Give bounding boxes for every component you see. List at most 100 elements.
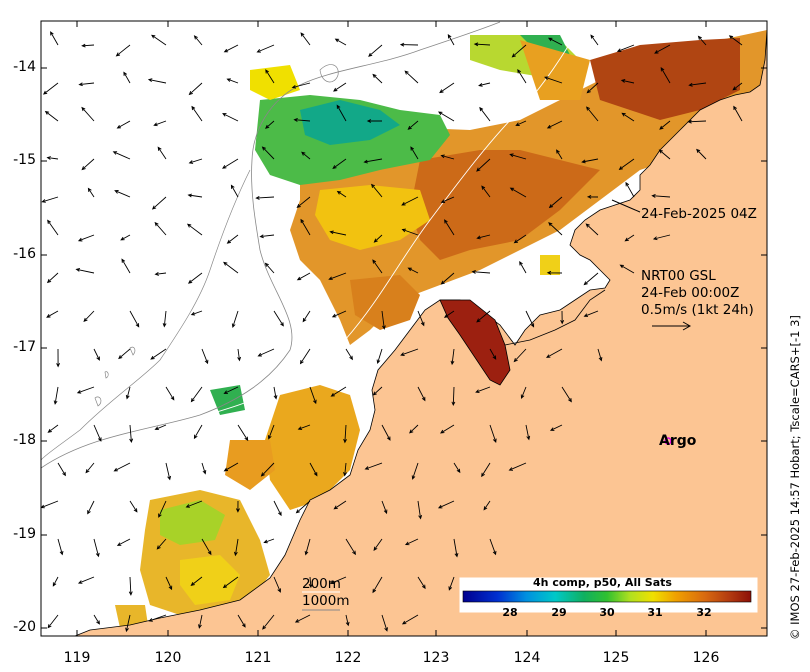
current-arrow bbox=[404, 538, 419, 546]
current-arrow bbox=[438, 111, 455, 122]
current-arrow bbox=[300, 218, 311, 236]
current-arrow bbox=[590, 34, 599, 46]
current-arrow bbox=[46, 272, 59, 284]
current-arrow bbox=[47, 424, 59, 433]
current-arrow bbox=[437, 500, 455, 509]
current-arrow bbox=[440, 424, 455, 434]
current-arrow bbox=[546, 120, 563, 129]
image-date-label: 24-Feb-2025 04Z bbox=[641, 206, 757, 222]
current-arrow bbox=[345, 614, 350, 627]
current-arrow bbox=[190, 386, 203, 403]
current-arrow bbox=[255, 196, 275, 200]
current-arrow bbox=[401, 614, 419, 625]
current-arrow bbox=[381, 424, 391, 441]
current-arrow bbox=[453, 462, 461, 474]
y-tick-label: -16 bbox=[13, 246, 36, 262]
current-arrow bbox=[296, 196, 311, 208]
current-arrow bbox=[417, 386, 426, 402]
current-arrow bbox=[475, 386, 491, 394]
current-arrow bbox=[41, 196, 59, 203]
plot-frame bbox=[40, 20, 768, 637]
current-arrow bbox=[150, 348, 167, 360]
current-arrow bbox=[123, 71, 131, 84]
current-arrow bbox=[151, 34, 167, 46]
current-arrow bbox=[489, 348, 497, 360]
x-tick-label: 125 bbox=[602, 650, 630, 666]
current-arrow bbox=[548, 222, 563, 236]
current-arrow bbox=[732, 82, 743, 91]
current-arrow bbox=[265, 69, 275, 84]
current-arrow bbox=[450, 348, 455, 366]
current-arrow bbox=[118, 348, 131, 360]
current-arrow bbox=[366, 119, 382, 123]
current-arrow bbox=[330, 386, 347, 397]
current-arrow bbox=[417, 576, 426, 590]
current-vectors bbox=[41, 31, 743, 633]
current-arrow bbox=[407, 267, 419, 274]
y-tick-label: -17 bbox=[13, 339, 36, 355]
current-arrow bbox=[46, 156, 59, 160]
current-arrow bbox=[293, 117, 311, 122]
tick-marks bbox=[41, 21, 767, 636]
y-tick-label: -19 bbox=[13, 526, 36, 542]
colorbar-title: 4h comp, p50, All Sats bbox=[533, 576, 672, 589]
x-tick-label: 126 bbox=[692, 650, 720, 666]
gulf bbox=[439, 299, 511, 386]
scale-arrow bbox=[652, 321, 692, 331]
x-tick-label: 121 bbox=[244, 650, 272, 666]
current-arrow bbox=[652, 234, 671, 241]
current-arrow bbox=[57, 538, 64, 556]
bathymetry-contours bbox=[41, 21, 576, 469]
current-arrow bbox=[404, 70, 419, 84]
current-arrow bbox=[222, 113, 239, 122]
current-arrow bbox=[125, 386, 131, 400]
current-arrow bbox=[585, 223, 599, 236]
current-arrow bbox=[76, 386, 95, 394]
current-arrow bbox=[77, 234, 95, 242]
current-arrow bbox=[586, 106, 599, 122]
current-arrow bbox=[696, 148, 707, 160]
current-arrow bbox=[264, 262, 275, 274]
current-arrow bbox=[443, 310, 455, 318]
current-arrow bbox=[476, 234, 491, 240]
current-arrow bbox=[440, 272, 455, 285]
current-arrow bbox=[376, 348, 383, 364]
current-arrow bbox=[620, 79, 635, 84]
current-arrow bbox=[129, 424, 134, 444]
current-arrow bbox=[93, 348, 100, 361]
current-arrow bbox=[223, 261, 239, 274]
current-arrow bbox=[125, 614, 131, 633]
current-arrow bbox=[333, 500, 347, 510]
current-arrow bbox=[309, 386, 317, 405]
current-arrow bbox=[188, 158, 203, 164]
current-arrow bbox=[299, 348, 311, 365]
current-arrow bbox=[42, 82, 59, 95]
current-arrow bbox=[256, 44, 275, 53]
current-arrow bbox=[581, 158, 599, 164]
current-arrow bbox=[187, 193, 203, 198]
current-arrow bbox=[116, 120, 131, 129]
current-arrow bbox=[129, 500, 138, 513]
contour-1000m-label: 1000m bbox=[302, 593, 350, 609]
current-arrow bbox=[223, 462, 239, 472]
current-arrow bbox=[583, 310, 599, 318]
current-arrow bbox=[329, 576, 347, 584]
argo-marker bbox=[664, 437, 672, 445]
current-arrow bbox=[302, 310, 311, 323]
current-arrow bbox=[93, 424, 102, 442]
current-arrow bbox=[549, 424, 563, 431]
colorbar-tick: 29 bbox=[551, 606, 567, 619]
current-arrow bbox=[56, 348, 61, 368]
current-arrow bbox=[186, 223, 203, 236]
current-arrow bbox=[372, 386, 383, 396]
current-arrow bbox=[222, 158, 239, 169]
date-leader-line bbox=[611, 199, 641, 213]
current-arrow bbox=[300, 32, 311, 46]
current-arrow bbox=[201, 538, 212, 556]
current-arrow bbox=[381, 310, 386, 330]
current-arrow bbox=[190, 576, 203, 587]
current-arrow bbox=[513, 348, 527, 363]
current-arrow bbox=[511, 44, 527, 58]
current-arrow bbox=[112, 151, 131, 160]
